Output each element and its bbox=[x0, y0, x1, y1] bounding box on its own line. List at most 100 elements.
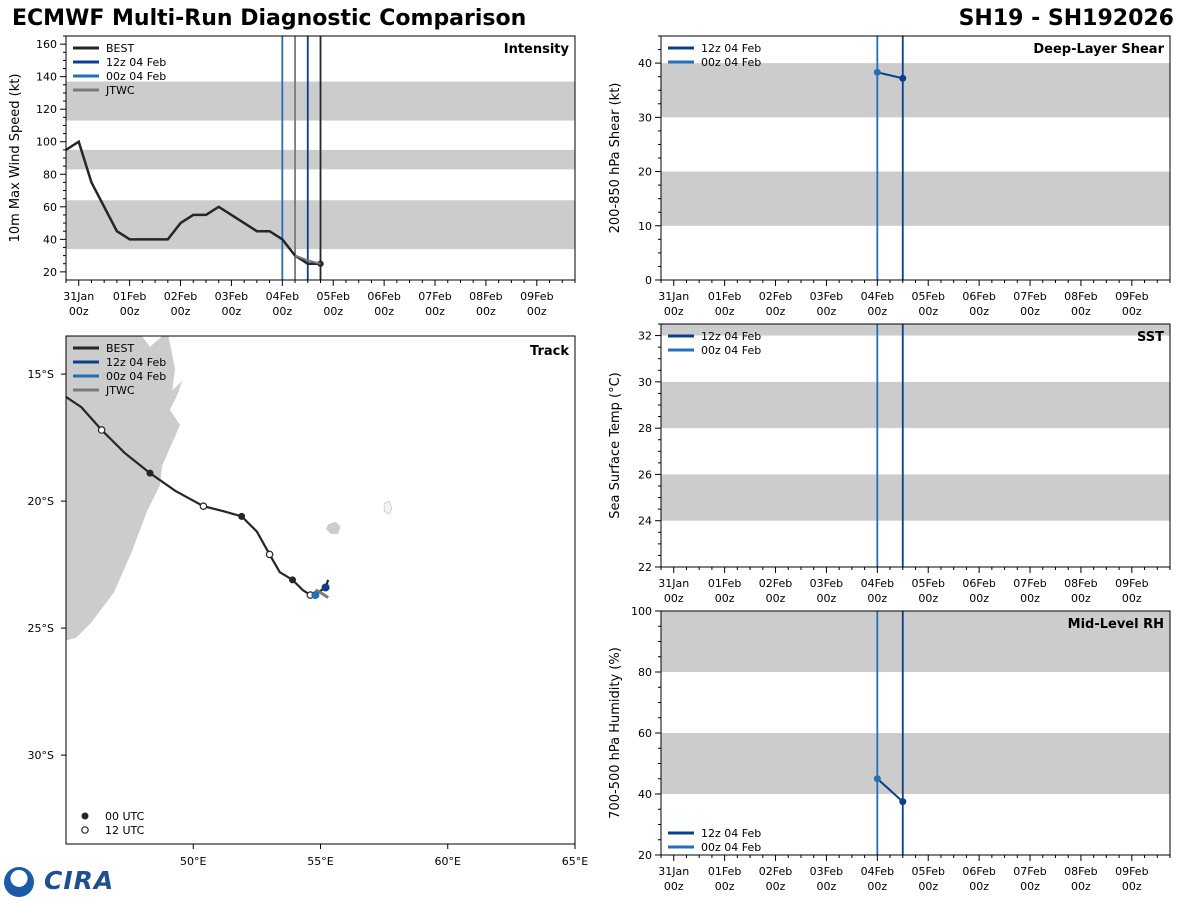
x-tick-label: 00z bbox=[715, 880, 735, 893]
threshold-band bbox=[661, 733, 1170, 794]
x-tick-label: 00z bbox=[766, 592, 786, 605]
plot-frame bbox=[660, 323, 1171, 568]
x-tick-label: 06Feb bbox=[962, 865, 995, 878]
x-tick-label: 07Feb bbox=[418, 290, 451, 303]
y-tick-label: 15°S bbox=[28, 368, 54, 381]
data-point bbox=[873, 68, 881, 76]
madagascar-land bbox=[66, 336, 184, 642]
track-point-00utc bbox=[289, 576, 297, 584]
x-tick-label: 60°E bbox=[435, 855, 461, 868]
track-point-12utc bbox=[199, 502, 208, 510]
x-tick-label: 02Feb bbox=[759, 290, 792, 303]
x-tick-label: 00z bbox=[969, 880, 989, 893]
x-tick-label: 09Feb bbox=[1115, 290, 1148, 303]
x-tick-label: 55°E bbox=[307, 855, 333, 868]
sst-chart: 22 24 26 28 30 32 31Jan 00z 01Feb 00z 02Feb 00z 03Fe… bbox=[608, 323, 1171, 605]
x-tick-label: 00z bbox=[766, 305, 786, 318]
intensity-chart: 20 40 60 80 100 120 140 160 31Jan 00z 01Feb 00z 02Fe… bbox=[8, 35, 576, 318]
legend-label: 00z 04 Feb bbox=[701, 344, 761, 357]
x-tick-label: 00z bbox=[867, 305, 887, 318]
y-tick-label: 80 bbox=[638, 666, 652, 679]
y-axis-label: 10m Max Wind Speed (kt) bbox=[8, 74, 23, 243]
y-tick-label: 0 bbox=[645, 274, 652, 287]
threshold-band bbox=[661, 611, 1170, 672]
x-tick-label: 00z bbox=[69, 305, 89, 318]
run-00z-point bbox=[311, 591, 320, 600]
marker-legend-00utc-symbol bbox=[81, 812, 89, 820]
legend-label: 00z 04 Feb bbox=[106, 370, 166, 383]
x-tick-label: 00z bbox=[1071, 592, 1091, 605]
cira-logo: CIRA bbox=[4, 864, 116, 898]
panel-title: Deep-Layer Shear bbox=[1033, 42, 1164, 57]
x-tick-label: 00z bbox=[715, 592, 735, 605]
x-tick-label: 00z bbox=[323, 305, 343, 318]
x-tick-label: 09Feb bbox=[520, 290, 553, 303]
x-tick-label: 05Feb bbox=[316, 290, 349, 303]
y-tick-label: 24 bbox=[638, 515, 652, 528]
track-chart: 50°E 55°E 60°E 65°E 15°S 20°S 25°S 30°S Track BES… bbox=[28, 335, 588, 868]
y-tick-label: 80 bbox=[43, 168, 57, 181]
marker-legend-label: 00 UTC bbox=[105, 810, 145, 823]
storm-id-title: SH19 - SH192026 bbox=[958, 6, 1174, 31]
y-axis-label: Sea Surface Temp (°C) bbox=[608, 372, 623, 519]
threshold-band bbox=[661, 171, 1170, 226]
x-tick-label: 01Feb bbox=[708, 865, 741, 878]
x-tick-label: 00z bbox=[664, 880, 684, 893]
legend-label: 12z 04 Feb bbox=[701, 42, 761, 55]
track-point-00utc bbox=[146, 469, 154, 477]
cira-logo-text: CIRA bbox=[44, 866, 115, 895]
x-tick-label: 00z bbox=[867, 880, 887, 893]
legend-label: 00z 04 Feb bbox=[106, 70, 166, 83]
x-tick-label: 00z bbox=[664, 305, 684, 318]
y-tick-label: 28 bbox=[638, 422, 652, 435]
y-tick-label: 60 bbox=[43, 201, 57, 214]
legend-label: 12z 04 Feb bbox=[701, 330, 761, 343]
map-area bbox=[66, 336, 393, 642]
series-line bbox=[65, 139, 321, 265]
x-tick-label: 00z bbox=[1122, 305, 1142, 318]
page-title: ECMWF Multi-Run Diagnostic Comparison bbox=[12, 6, 527, 31]
y-tick-label: 20 bbox=[638, 849, 652, 862]
x-tick-label: 06Feb bbox=[962, 290, 995, 303]
x-tick-label: 04Feb bbox=[861, 577, 894, 590]
run-12z-point bbox=[321, 583, 330, 592]
y-axis-label: 700-500 hPa Humidity (%) bbox=[608, 647, 623, 819]
data-point bbox=[899, 798, 907, 806]
x-tick-label: 00z bbox=[664, 592, 684, 605]
x-tick-label: 65°E bbox=[562, 855, 588, 868]
x-tick-label: 00z bbox=[222, 305, 242, 318]
y-tick-label: 26 bbox=[638, 468, 652, 481]
y-tick-label: 100 bbox=[631, 605, 652, 618]
y-tick-label: 32 bbox=[638, 330, 652, 343]
y-tick-label: 30°S bbox=[28, 749, 54, 762]
x-tick-label: 07Feb bbox=[1013, 290, 1046, 303]
y-tick-label: 20 bbox=[43, 266, 57, 279]
series-line bbox=[877, 71, 904, 80]
y-tick-label: 160 bbox=[36, 38, 57, 51]
x-tick-label: 00z bbox=[425, 305, 445, 318]
y-tick-label: 20°S bbox=[28, 495, 54, 508]
x-tick-label: 05Feb bbox=[911, 865, 944, 878]
legend-label: JTWC bbox=[105, 384, 135, 397]
x-tick-label: 00z bbox=[1122, 592, 1142, 605]
x-tick-label: 02Feb bbox=[759, 865, 792, 878]
legend-label: BEST bbox=[106, 342, 134, 355]
x-tick-label: 00z bbox=[1071, 880, 1091, 893]
legend-label: 00z 04 Feb bbox=[701, 56, 761, 69]
panel-title: Track bbox=[530, 344, 569, 359]
data-point bbox=[899, 74, 907, 82]
x-tick-label: 31Jan bbox=[658, 865, 689, 878]
x-tick-label: 08Feb bbox=[469, 290, 502, 303]
x-tick-label: 00z bbox=[1020, 592, 1040, 605]
legend-label: BEST bbox=[106, 42, 134, 55]
y-tick-label: 30 bbox=[638, 376, 652, 389]
y-axis-label: 200-850 hPa Shear (kt) bbox=[608, 83, 623, 234]
x-tick-label: 06Feb bbox=[962, 577, 995, 590]
x-tick-label: 31Jan bbox=[658, 577, 689, 590]
x-tick-label: 01Feb bbox=[113, 290, 146, 303]
x-tick-label: 00z bbox=[918, 880, 938, 893]
x-tick-label: 00z bbox=[817, 305, 837, 318]
x-tick-label: 00z bbox=[272, 305, 292, 318]
x-tick-label: 06Feb bbox=[367, 290, 400, 303]
x-tick-label: 31Jan bbox=[658, 290, 689, 303]
